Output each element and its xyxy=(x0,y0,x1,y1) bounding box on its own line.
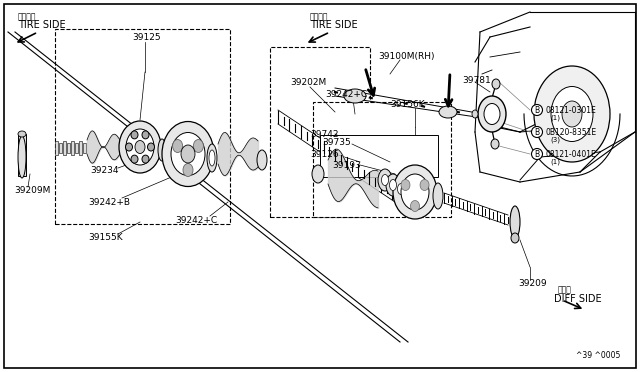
Text: 39156K: 39156K xyxy=(390,99,424,109)
Text: 08121-0301E: 08121-0301E xyxy=(546,106,596,115)
Text: 39742: 39742 xyxy=(310,129,339,138)
Ellipse shape xyxy=(378,169,392,191)
Text: 39202M: 39202M xyxy=(290,77,326,87)
Ellipse shape xyxy=(401,180,410,190)
Text: デフ側: デフ側 xyxy=(558,285,572,295)
Ellipse shape xyxy=(394,178,408,200)
Ellipse shape xyxy=(312,165,324,183)
Text: 39735: 39735 xyxy=(322,138,351,147)
Ellipse shape xyxy=(410,201,419,212)
Text: DIFF SIDE: DIFF SIDE xyxy=(554,294,602,304)
Ellipse shape xyxy=(381,174,388,186)
Bar xyxy=(320,135,438,177)
Bar xyxy=(18,134,26,176)
Bar xyxy=(59,143,62,153)
Ellipse shape xyxy=(183,164,193,176)
Ellipse shape xyxy=(135,141,145,154)
Text: 39234: 39234 xyxy=(90,166,118,174)
Ellipse shape xyxy=(492,79,500,89)
Bar xyxy=(270,47,370,217)
Text: 39781: 39781 xyxy=(462,76,491,84)
Text: 39125: 39125 xyxy=(132,32,161,42)
Text: 39155K: 39155K xyxy=(88,232,123,241)
Ellipse shape xyxy=(390,180,397,190)
Ellipse shape xyxy=(420,180,429,190)
Bar xyxy=(63,141,66,155)
Bar xyxy=(71,141,74,155)
Bar xyxy=(67,143,70,153)
Ellipse shape xyxy=(472,110,478,118)
Text: 39193: 39193 xyxy=(332,160,361,170)
Text: タイヤ側: タイヤ側 xyxy=(310,13,328,22)
Text: B: B xyxy=(534,106,540,115)
Ellipse shape xyxy=(173,140,182,153)
Ellipse shape xyxy=(531,126,543,138)
Ellipse shape xyxy=(158,139,166,161)
Ellipse shape xyxy=(397,183,404,195)
Ellipse shape xyxy=(209,150,215,166)
Text: タイヤ側: タイヤ側 xyxy=(18,13,36,22)
Text: 39242+B: 39242+B xyxy=(88,198,130,206)
Ellipse shape xyxy=(439,106,457,118)
Text: TIRE SIDE: TIRE SIDE xyxy=(18,20,66,30)
Text: TIRE SIDE: TIRE SIDE xyxy=(310,20,358,30)
Text: 08121-0401E: 08121-0401E xyxy=(546,150,596,158)
Ellipse shape xyxy=(125,143,132,151)
Text: ^39 ^0005: ^39 ^0005 xyxy=(575,351,620,360)
Bar xyxy=(75,143,78,153)
Ellipse shape xyxy=(478,96,506,132)
Text: 39242+C: 39242+C xyxy=(325,90,367,99)
Text: 39242+C: 39242+C xyxy=(175,215,217,224)
Ellipse shape xyxy=(562,101,582,127)
Ellipse shape xyxy=(511,233,519,243)
Ellipse shape xyxy=(162,122,214,186)
Ellipse shape xyxy=(257,150,267,170)
Ellipse shape xyxy=(386,174,400,196)
Ellipse shape xyxy=(147,143,154,151)
Ellipse shape xyxy=(393,165,437,219)
Bar xyxy=(55,29,230,224)
Ellipse shape xyxy=(551,87,593,141)
Bar xyxy=(55,141,58,155)
Bar xyxy=(313,102,451,217)
Text: (3): (3) xyxy=(550,137,560,143)
Ellipse shape xyxy=(131,155,138,163)
Ellipse shape xyxy=(484,103,500,125)
Bar xyxy=(79,141,82,155)
Text: 0B120-8351E: 0B120-8351E xyxy=(546,128,597,137)
Ellipse shape xyxy=(18,136,26,178)
Ellipse shape xyxy=(531,148,543,160)
Text: B: B xyxy=(534,128,540,137)
Ellipse shape xyxy=(119,121,161,173)
Ellipse shape xyxy=(181,145,195,163)
Ellipse shape xyxy=(534,66,610,162)
Ellipse shape xyxy=(510,206,520,238)
Text: 39209M: 39209M xyxy=(14,186,51,195)
Ellipse shape xyxy=(142,155,149,163)
Text: (1): (1) xyxy=(550,159,560,165)
Ellipse shape xyxy=(193,140,204,153)
Text: B: B xyxy=(534,150,540,158)
Text: 39100M(RH): 39100M(RH) xyxy=(378,51,435,61)
Ellipse shape xyxy=(401,174,429,210)
Ellipse shape xyxy=(207,144,217,172)
Ellipse shape xyxy=(126,129,154,165)
Ellipse shape xyxy=(18,131,26,137)
Ellipse shape xyxy=(344,89,366,103)
Ellipse shape xyxy=(171,132,205,176)
Ellipse shape xyxy=(131,131,138,139)
Ellipse shape xyxy=(142,131,149,139)
Text: (1): (1) xyxy=(550,115,560,121)
Text: 39209: 39209 xyxy=(518,279,547,289)
Bar xyxy=(83,143,86,153)
Ellipse shape xyxy=(491,139,499,149)
Ellipse shape xyxy=(433,183,443,209)
Text: 39126: 39126 xyxy=(310,150,339,158)
Ellipse shape xyxy=(531,105,543,115)
